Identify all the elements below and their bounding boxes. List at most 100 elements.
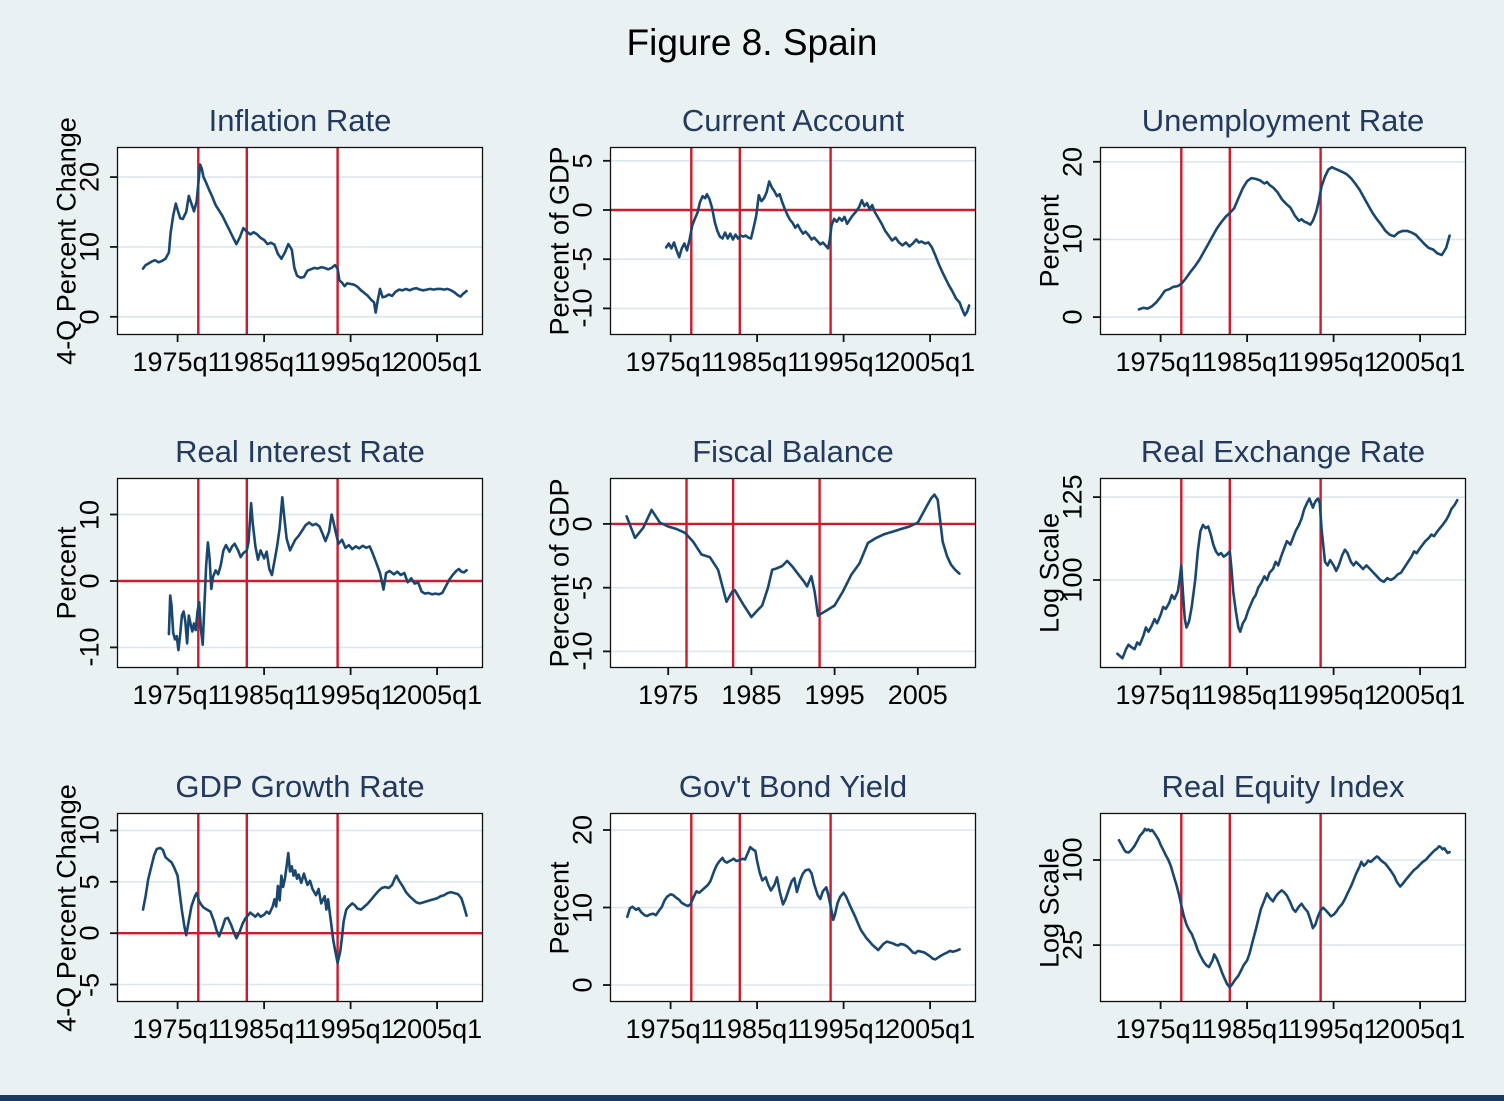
x-tick-label: 1975q1 [625,1014,716,1044]
plot-border [116,477,484,669]
y-tick-label: 100 [1057,837,1088,883]
plot-border [1099,146,1467,336]
x-tick-label: 1985q1 [219,1014,310,1044]
y-tick-label: 0 [74,309,105,325]
y-tick-label: -5 [74,972,105,997]
x-tick-label: 2005 [887,680,948,710]
y-tick-label: 10 [567,892,598,923]
plot-border [609,812,977,1003]
x-tick-label: 1995q1 [1288,1014,1379,1044]
data-series-line [664,180,971,317]
y-tick-label: 10 [74,231,105,262]
line-chart-fiscal-balance [603,477,977,675]
x-tick-label: 1995q1 [1288,680,1379,710]
x-tick-label: 1975q1 [132,347,223,377]
y-tick-label: 100 [1057,557,1088,603]
data-series-line [1115,497,1459,660]
x-tick-label: 1995q1 [305,680,396,710]
y-tick-label: 0 [567,977,598,993]
x-tick-label: 1985q1 [712,347,803,377]
y-tick-label: 25 [1057,930,1088,961]
figure-bottom-border [0,1095,1504,1101]
y-tick-label: 20 [74,162,105,193]
y-tick-label: 125 [1057,474,1088,520]
x-tick-label: 2005q1 [392,1014,483,1044]
x-tick-label: 1975 [638,680,699,710]
y-tick-label: 0 [1057,309,1088,325]
x-tick-label: 1985q1 [1202,680,1293,710]
y-tick-label: -5 [567,247,598,272]
line-chart-inflation-rate [110,146,484,342]
y-tick-label: 5 [74,874,105,890]
y-tick-label: -10 [74,627,105,667]
panel-title-gov-t-bond-yield: Gov't Bond Yield [678,769,908,804]
panel-title-fiscal-balance: Fiscal Balance [692,434,894,469]
x-tick-label: 1985q1 [219,680,310,710]
line-chart-real-interest-rate [110,477,484,675]
panel-title-real-interest-rate: Real Interest Rate [175,434,425,469]
x-tick-label: 2005q1 [885,1014,976,1044]
line-chart-gdp-growth-rate [110,812,484,1009]
y-tick-label: 0 [74,925,105,941]
x-tick-label: 1995q1 [798,1014,889,1044]
plot-background [610,478,976,668]
panel-title-current-account: Current Account [681,103,905,138]
line-chart-real-exchange-rate [1093,477,1467,675]
plot-background [1100,813,1466,1002]
y-tick-label: 0 [567,516,598,532]
x-tick-label: 1995q1 [1288,347,1379,377]
x-tick-label: 1975q1 [1115,1014,1206,1044]
plot-border [116,146,484,336]
y-tick-label: 0 [74,573,105,589]
y-tick-label: 10 [1057,224,1088,255]
y-tick-label: 10 [74,815,105,846]
figure-title: Figure 8. Spain [626,22,878,63]
line-chart-unemployment-rate [1093,146,1467,342]
plot-background [1100,147,1466,335]
plot-border [1099,812,1467,1003]
x-tick-label: 2005q1 [885,347,976,377]
data-series-line [167,495,468,652]
x-tick-label: 1985q1 [219,347,310,377]
y-tick-label: 5 [567,153,598,169]
x-tick-label: 2005q1 [1375,347,1466,377]
y-tick-label: 10 [74,499,105,530]
plot-border [116,812,484,1003]
line-chart-gov-t-bond-yield [603,812,977,1009]
x-tick-label: 1995q1 [798,347,889,377]
y-tick-label: -10 [567,288,598,328]
x-tick-label: 2005q1 [392,347,483,377]
x-tick-label: 1975q1 [132,680,223,710]
y-tick-label: -10 [567,631,598,671]
x-tick-label: 1975q1 [1115,680,1206,710]
y-tick-label: 0 [567,202,598,218]
x-tick-label: 1985q1 [1202,1014,1293,1044]
panel-title-unemployment-rate: Unemployment Rate [1141,103,1425,138]
x-tick-label: 1995q1 [305,347,396,377]
x-tick-label: 1985q1 [1202,347,1293,377]
data-series-line [625,493,961,619]
x-tick-label: 2005q1 [392,680,483,710]
panel-title-real-equity-index: Real Equity Index [1161,769,1405,804]
data-series-line [1137,165,1451,311]
x-tick-label: 2005q1 [1375,1014,1466,1044]
plot-border [609,477,977,669]
x-tick-label: 1975q1 [1115,347,1206,377]
x-tick-label: 1975q1 [625,347,716,377]
plot-border [1099,477,1467,669]
data-series-line [1117,827,1451,989]
y-tick-label: 20 [567,815,598,846]
panel-title-gdp-growth-rate: GDP Growth Rate [175,769,425,804]
x-tick-label: 1985 [721,680,782,710]
plot-border [609,146,977,336]
panel-title-inflation-rate: Inflation Rate [208,103,392,138]
x-tick-label: 1985q1 [712,1014,803,1044]
plot-background [117,813,483,1002]
line-chart-real-equity-index [1093,812,1467,1009]
x-tick-label: 1975q1 [132,1014,223,1044]
plot-background [1100,478,1466,668]
panel-title-real-exchange-rate: Real Exchange Rate [1140,434,1426,469]
data-series-line [141,163,468,314]
data-series-line [625,845,961,961]
